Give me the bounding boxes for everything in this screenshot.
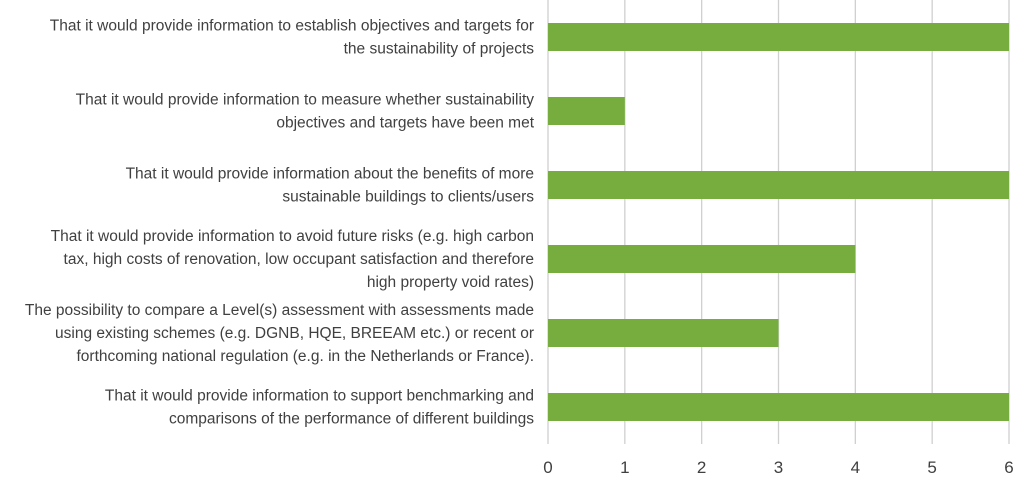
gridlines — [547, 0, 1010, 444]
bar — [548, 23, 1009, 51]
category-label-line: objectives and targets have been met — [276, 115, 534, 132]
category-label-line: the sustainability of projects — [344, 41, 535, 58]
x-tick-label: 6 — [1004, 458, 1013, 477]
bars — [548, 23, 1009, 421]
bar — [548, 319, 779, 347]
category-label-line: using existing schemes (e.g. DGNB, HQE, … — [55, 325, 534, 342]
category-label-line: That it would provide information to avo… — [51, 228, 534, 245]
category-label-line: sustainable buildings to clients/users — [282, 189, 534, 206]
x-tick-label: 4 — [851, 458, 860, 477]
x-tick-label: 2 — [697, 458, 706, 477]
x-axis-tick-labels: 0 1 2 3 4 5 6 — [543, 458, 1013, 477]
bar — [548, 393, 1009, 421]
category-label-line: That it would provide information to mea… — [76, 92, 535, 109]
category-label-line: comparisons of the performance of differ… — [169, 411, 534, 428]
category-label-line: That it would provide information to est… — [50, 18, 534, 35]
category-label-line: That it would provide information about … — [126, 166, 534, 183]
category-label-line: forthcoming national regulation (e.g. in… — [77, 348, 535, 365]
category-label-line: high property void rates) — [367, 274, 534, 291]
bar — [548, 171, 1009, 199]
category-label-line: tax, high costs of renovation, low occup… — [64, 251, 534, 268]
category-labels: That it would provide information to est… — [25, 18, 535, 428]
x-tick-label: 3 — [774, 458, 783, 477]
category-label-line: That it would provide information to sup… — [105, 388, 534, 405]
bar — [548, 245, 856, 273]
x-tick-label: 0 — [543, 458, 552, 477]
category-label-line: The possibility to compare a Level(s) as… — [25, 302, 534, 319]
bar — [548, 97, 625, 125]
x-tick-label: 1 — [620, 458, 629, 477]
x-tick-label: 5 — [927, 458, 936, 477]
